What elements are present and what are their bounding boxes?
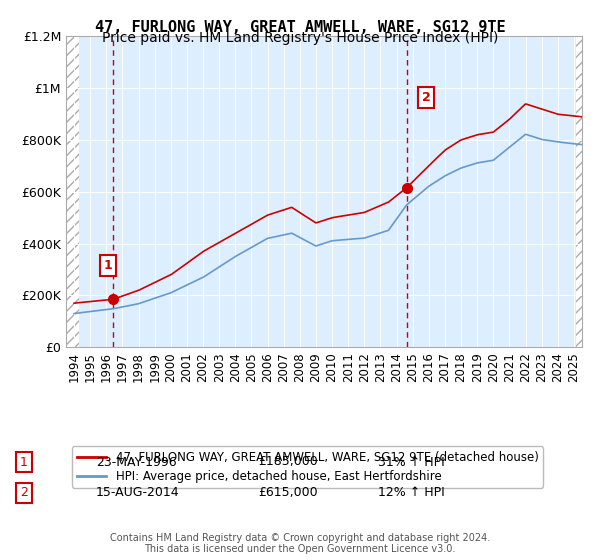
Text: 15-AUG-2014: 15-AUG-2014 [96, 486, 179, 500]
Text: 1: 1 [103, 259, 112, 272]
Text: 1: 1 [20, 455, 28, 469]
Text: 2: 2 [20, 486, 28, 500]
Text: 2: 2 [422, 91, 430, 104]
Bar [66, 36, 79, 347]
Text: Price paid vs. HM Land Registry's House Price Index (HPI): Price paid vs. HM Land Registry's House … [102, 31, 498, 45]
Text: 12% ↑ HPI: 12% ↑ HPI [378, 486, 445, 500]
Text: 47, FURLONG WAY, GREAT AMWELL, WARE, SG12 9TE: 47, FURLONG WAY, GREAT AMWELL, WARE, SG1… [95, 20, 505, 35]
Bar [575, 36, 582, 347]
Text: 31% ↑ HPI: 31% ↑ HPI [378, 455, 445, 469]
Text: Contains HM Land Registry data © Crown copyright and database right 2024.
This d: Contains HM Land Registry data © Crown c… [110, 533, 490, 554]
Text: 23-MAY-1996: 23-MAY-1996 [96, 455, 176, 469]
Text: £615,000: £615,000 [258, 486, 317, 500]
Legend: 47, FURLONG WAY, GREAT AMWELL, WARE, SG12 9TE (detached house), HPI: Average pri: 47, FURLONG WAY, GREAT AMWELL, WARE, SG1… [72, 446, 543, 488]
Text: £185,000: £185,000 [258, 455, 318, 469]
